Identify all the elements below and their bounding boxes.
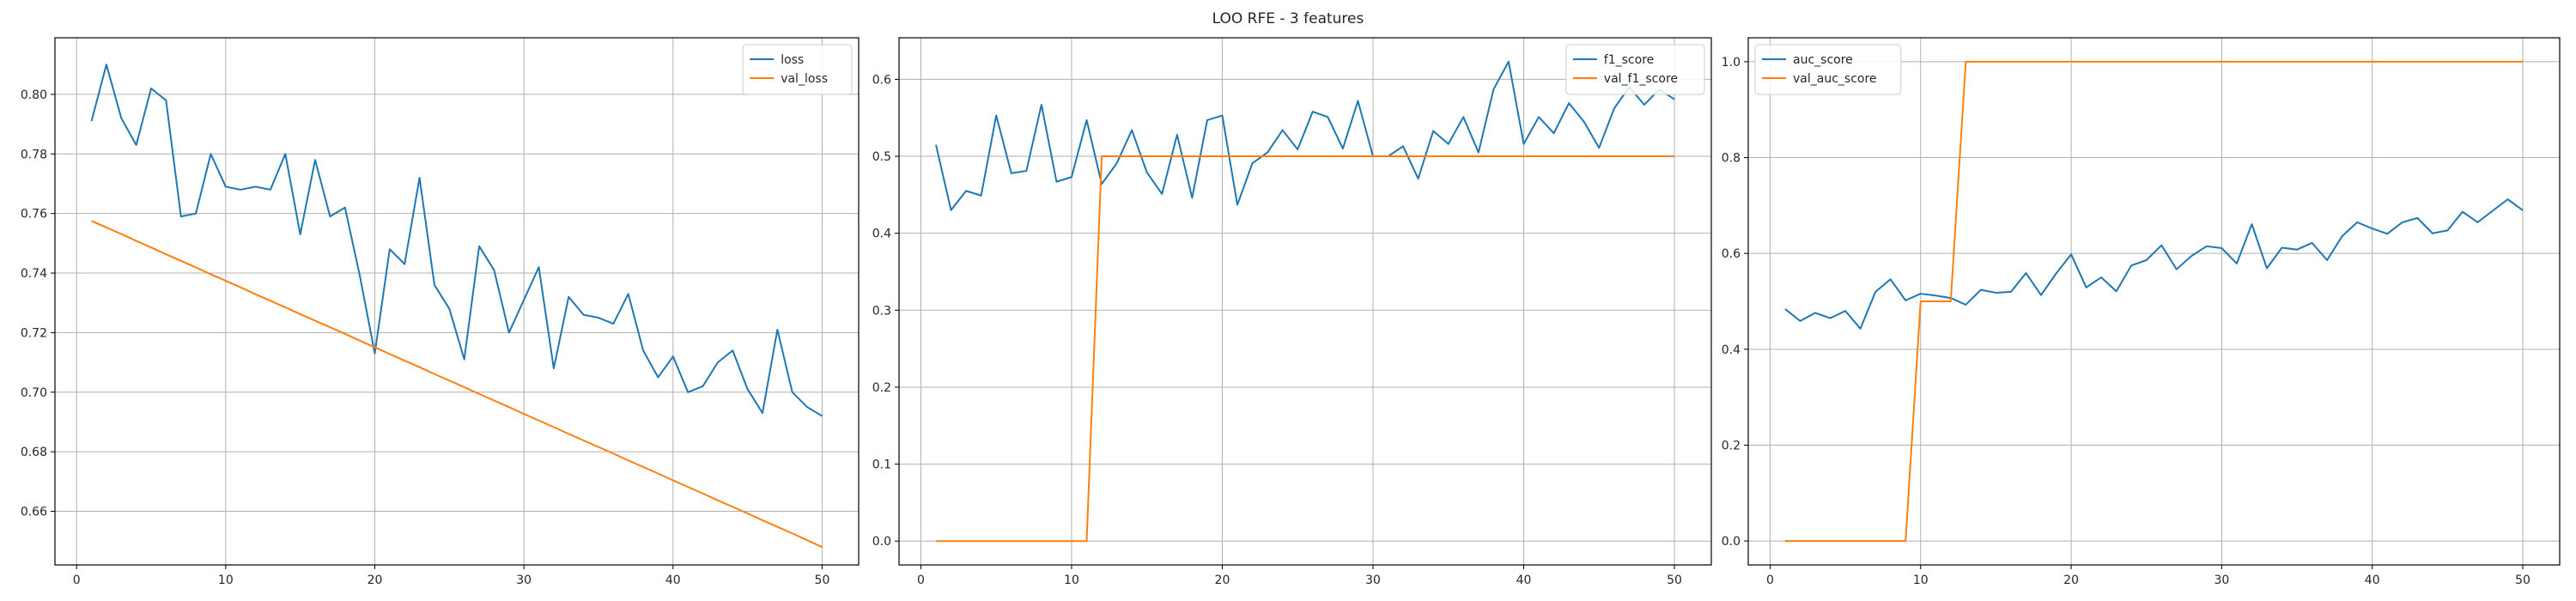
series-line-val_f1_score: [936, 155, 1674, 543]
y-axis-ticks: 0.0 0.1 0.2 0.3 0.4 0.5 0.6: [872, 73, 899, 549]
x-tick-label: 50: [1667, 574, 1682, 587]
y-tick-label: 0.6: [1722, 247, 1741, 261]
y-tick-label: 0.74: [21, 267, 47, 281]
x-tick-label: 30: [2214, 574, 2229, 587]
y-tick-label: 0.68: [21, 446, 47, 459]
x-tick-label: 30: [1365, 574, 1381, 587]
y-tick-label: 0.78: [21, 148, 47, 161]
y-tick-label: 0.80: [21, 88, 47, 102]
legend-box: [742, 44, 853, 95]
series-line-val_loss: [91, 220, 823, 549]
series-line-auc_score: [1784, 198, 2524, 330]
y-tick-label: 0.4: [1722, 343, 1741, 357]
y-tick-label: 0.72: [21, 326, 47, 340]
series-line-f1_score: [935, 60, 1675, 211]
axes-frame: [898, 37, 1712, 566]
legend-label: val_loss: [781, 72, 828, 86]
series-line-val_auc_score: [1784, 60, 2524, 543]
y-tick-label: 0.5: [872, 150, 891, 164]
y-tick-label: 0.66: [21, 506, 47, 519]
grid: [55, 38, 859, 565]
x-tick-label: 40: [665, 574, 681, 587]
legend-label: val_auc_score: [1793, 72, 1877, 86]
legend-box: [1565, 44, 1705, 95]
y-tick-label: 0.8: [1722, 152, 1741, 166]
f1-panel: 0 10 20 30 40 50 0.0 0.1 0.2 0.3 0.4 0.5 0.6 f1_score…: [872, 37, 1712, 587]
legend: f1_score val_f1_score: [1565, 44, 1705, 95]
x-tick-label: 10: [1913, 574, 1929, 587]
x-tick-label: 10: [218, 574, 234, 587]
legend: loss val_loss: [742, 44, 853, 95]
y-tick-label: 1.0: [1722, 56, 1741, 70]
legend-box: [1754, 44, 1902, 95]
legend-label: loss: [781, 53, 804, 67]
x-tick-label: 0: [1766, 574, 1774, 587]
y-tick-label: 0.6: [872, 73, 891, 87]
series-line-loss: [90, 64, 823, 417]
subplots: 0 10 20 30 40 500.660.680.700.720.740.760.780…: [21, 37, 2561, 587]
y-tick-label: 0.1: [872, 458, 891, 472]
x-tick-label: 0: [917, 574, 925, 587]
y-tick-label: 0.4: [872, 228, 891, 241]
x-tick-label: 40: [1516, 574, 1532, 587]
axes-frame: [54, 37, 860, 566]
auc-panel: 0 10 20 30 40 50 0.0 0.2 0.4 0.6 0.8 1.0 auc_scoreva…: [1722, 37, 2561, 587]
loss-panel: 0 10 20 30 40 500.660.680.700.720.740.760.780…: [21, 37, 860, 587]
x-axis-ticks: 0 10 20 30 40 50: [73, 565, 830, 587]
y-tick-label: 0.0: [1722, 535, 1741, 549]
y-tick-label: 0.2: [872, 381, 891, 395]
figure-title: LOO RFE - 3 features: [1212, 10, 1364, 27]
x-tick-label: 30: [516, 574, 532, 587]
axes-frame: [1747, 37, 2561, 566]
legend-label: val_f1_score: [1604, 72, 1678, 86]
legend-label: auc_score: [1793, 53, 1853, 67]
x-tick-label: 40: [2365, 574, 2380, 587]
y-axis-ticks: 0.66 0.68 0.70 0.72 0.74 0.76 0.78 0.80: [21, 88, 55, 519]
x-tick-label: 20: [368, 574, 383, 587]
x-axis-ticks: 0 10 20 30 40 50: [1766, 565, 2530, 587]
y-tick-label: 0.0: [872, 535, 891, 549]
y-tick-label: 0.76: [21, 208, 47, 222]
x-tick-label: 10: [1064, 574, 1079, 587]
x-tick-label: 50: [2515, 574, 2530, 587]
y-tick-label: 0.3: [872, 304, 891, 318]
x-tick-label: 50: [815, 574, 830, 587]
y-axis-ticks: 0.0 0.2 0.4 0.6 0.8 1.0: [1722, 56, 1748, 549]
x-tick-label: 0: [73, 574, 81, 587]
legend-label: f1_score: [1604, 53, 1654, 67]
x-tick-label: 20: [2063, 574, 2079, 587]
y-tick-label: 0.70: [21, 386, 47, 400]
y-tick-label: 0.2: [1722, 439, 1741, 452]
x-axis-ticks: 0 10 20 30 40 50: [917, 565, 1682, 587]
legend: auc_score val_auc_score: [1754, 44, 1902, 95]
x-tick-label: 20: [1215, 574, 1230, 587]
